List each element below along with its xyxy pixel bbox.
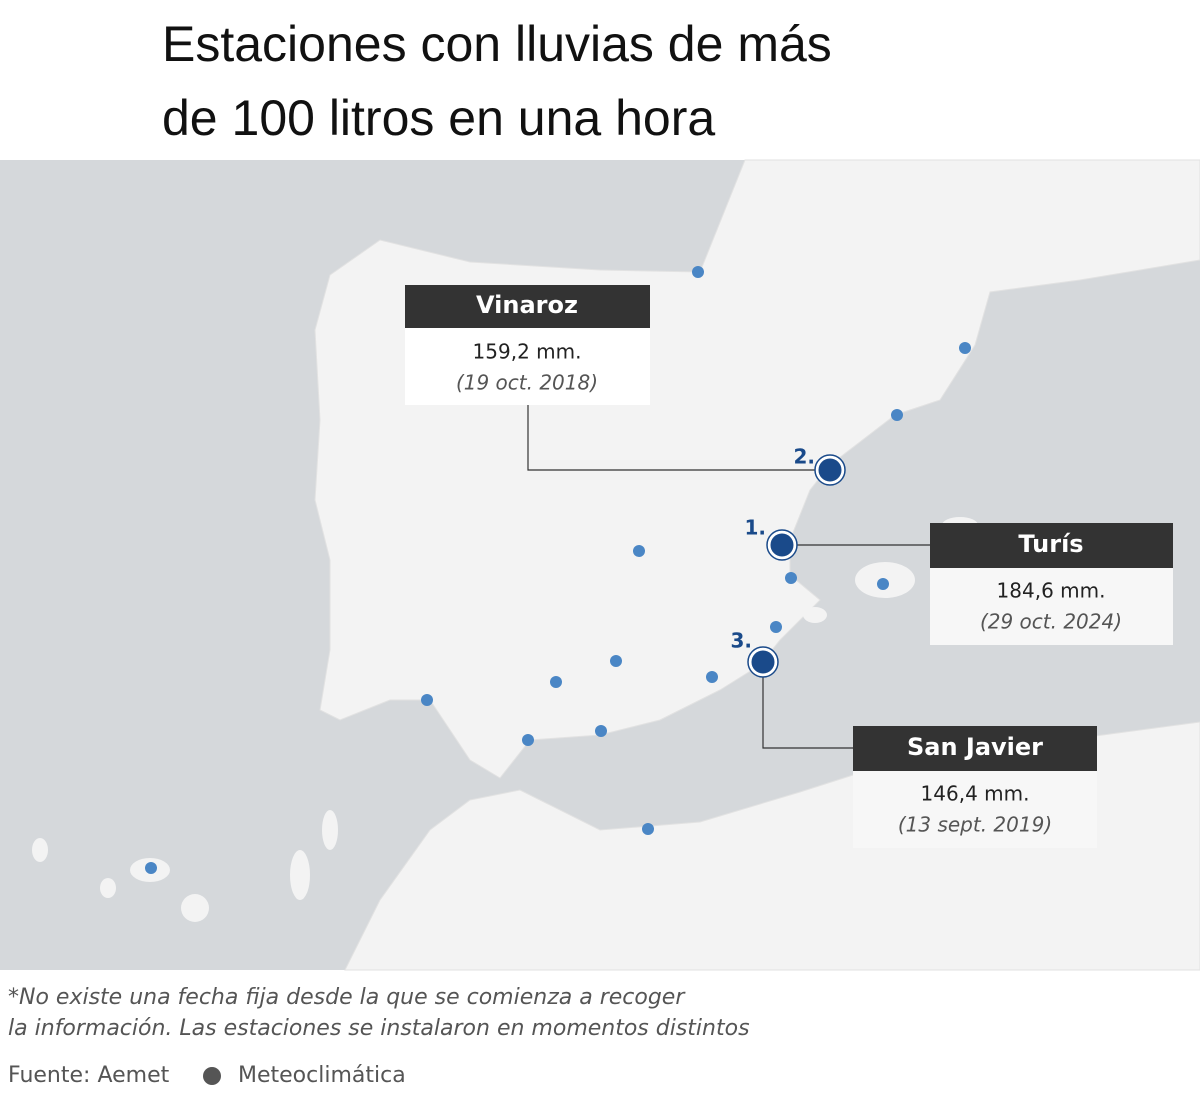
station-dot bbox=[642, 823, 654, 835]
callout-date: (29 oct. 2024) bbox=[980, 610, 1122, 634]
callout-header bbox=[853, 726, 1097, 771]
title-line: Estaciones con lluvias de más bbox=[162, 16, 832, 72]
source: Meteoclimática bbox=[238, 1063, 406, 1088]
station-dot bbox=[522, 734, 534, 746]
island bbox=[100, 878, 116, 898]
island bbox=[803, 607, 827, 623]
station-marker-ring bbox=[766, 529, 798, 561]
rank-label: 1. bbox=[744, 516, 766, 540]
island bbox=[181, 894, 209, 922]
callout-header bbox=[405, 285, 650, 328]
island bbox=[32, 838, 48, 862]
station-marker bbox=[767, 530, 797, 560]
station-dot bbox=[959, 342, 971, 354]
station-dot bbox=[891, 409, 903, 421]
station-marker bbox=[815, 455, 845, 485]
station-dot bbox=[633, 545, 645, 557]
leader-line bbox=[762, 675, 853, 749]
callout-date: (13 sept. 2019) bbox=[898, 813, 1052, 837]
callout-header bbox=[930, 523, 1173, 568]
source-separator bbox=[203, 1067, 221, 1085]
station-marker bbox=[748, 647, 778, 677]
station-dot bbox=[145, 862, 157, 874]
station-marker-ring bbox=[814, 454, 846, 486]
rank-label: 3. bbox=[730, 629, 752, 653]
callout-amount: 146,4 mm. bbox=[921, 782, 1030, 806]
island bbox=[322, 810, 338, 850]
station-dot bbox=[706, 671, 718, 683]
callout-body bbox=[930, 568, 1173, 645]
rank-label: 2. bbox=[793, 445, 815, 469]
leader-lines bbox=[527, 405, 930, 749]
leader-line bbox=[527, 405, 818, 471]
stations bbox=[145, 266, 971, 874]
callout-station: Turís bbox=[1018, 530, 1083, 558]
callout-station: San Javier bbox=[907, 733, 1043, 761]
callout-body bbox=[405, 328, 650, 405]
callout: Vinaroz 159,2 mm. (19 oct. 2018) bbox=[405, 285, 650, 405]
footnote-line: *No existe una fecha fija desde la que s… bbox=[8, 985, 686, 1010]
callout-station: Vinaroz bbox=[476, 291, 578, 319]
callout: Turís 184,6 mm. (29 oct. 2024) bbox=[930, 523, 1173, 645]
station-marker-ring bbox=[747, 646, 779, 678]
footnote-line: la información. Las estaciones se instal… bbox=[8, 1016, 750, 1041]
station-dot bbox=[785, 572, 797, 584]
station-dot bbox=[610, 655, 622, 667]
station-dot bbox=[877, 578, 889, 590]
callout-amount: 184,6 mm. bbox=[997, 579, 1106, 603]
callout-date: (19 oct. 2018) bbox=[456, 371, 598, 395]
station-dot bbox=[550, 676, 562, 688]
title-line: de 100 litros en una hora bbox=[162, 90, 715, 146]
source: Fuente: Aemet bbox=[8, 1063, 170, 1088]
callout: San Javier 146,4 mm. (13 sept. 2019) bbox=[853, 726, 1097, 848]
station-dot bbox=[595, 725, 607, 737]
station-dot bbox=[770, 621, 782, 633]
callout-amount: 159,2 mm. bbox=[473, 340, 582, 364]
station-dot bbox=[421, 694, 433, 706]
callout-body bbox=[853, 771, 1097, 848]
station-dot bbox=[692, 266, 704, 278]
island bbox=[290, 850, 310, 900]
top-stations: 1. 2. 3. bbox=[730, 445, 846, 678]
